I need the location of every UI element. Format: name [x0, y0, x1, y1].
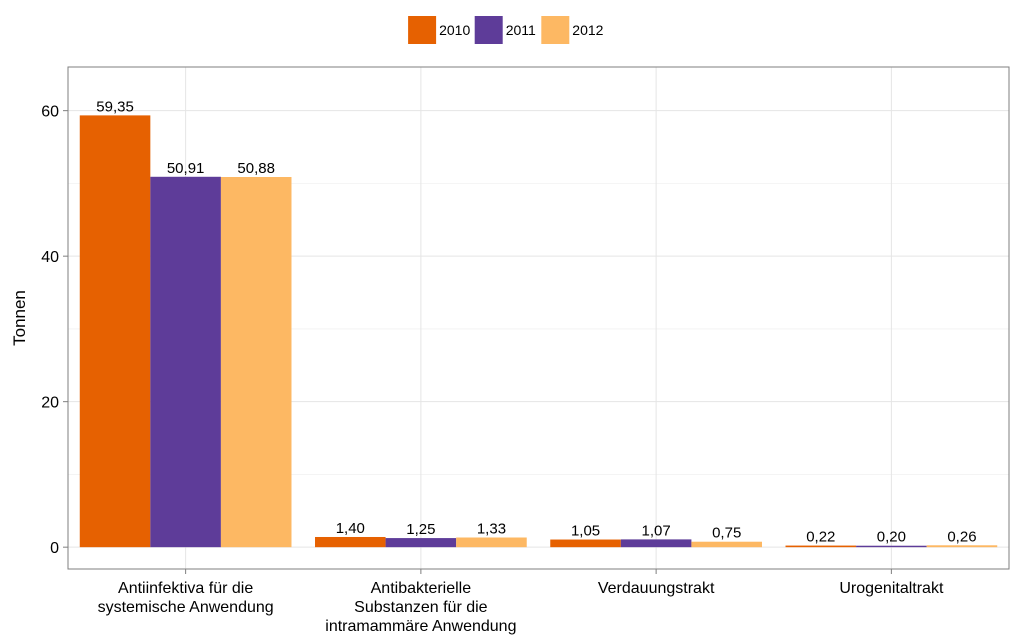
- plot-border: [67, 66, 1010, 570]
- bar: [150, 176, 221, 548]
- x-tick-label: Antibakterielle Substanzen für die intrama…: [325, 580, 516, 635]
- bar: [691, 541, 762, 548]
- bar: [550, 539, 621, 548]
- bar-value-label: 0,75: [712, 525, 741, 542]
- x-tick-label-line: Substanzen für die: [354, 599, 488, 616]
- x-tick-label: Verdauungstrakt: [598, 580, 715, 597]
- bar: [456, 537, 527, 548]
- bar: [220, 177, 292, 548]
- legend-swatch: [541, 16, 570, 44]
- y-tick-label: 60: [41, 104, 59, 121]
- legend-label: 2010: [439, 22, 470, 38]
- x-axis: Antiinfektiva für die systemische Anwendu…: [98, 569, 944, 635]
- legend-swatch: [474, 16, 503, 44]
- bar-value-label: 1,33: [477, 520, 506, 537]
- legend-label: 2011: [506, 22, 536, 38]
- bar-value-label: 1,40: [336, 520, 365, 537]
- y-tick-label: 20: [41, 395, 59, 412]
- bar-labels: 59,35 50,91 50,88 1,40 1,25 1,33 1,05 1,07 0,75 0…: [96, 98, 976, 545]
- x-tick-label-line: Verdauungstrakt: [598, 580, 715, 597]
- bar: [620, 539, 692, 548]
- bar: [315, 536, 386, 548]
- bar-value-label: 1,05: [571, 523, 600, 540]
- bar-value-label: 0,26: [947, 528, 976, 545]
- x-tick-label-line: Antibakterielle: [371, 580, 472, 597]
- x-tick-label-line: Urogenitaltrakt: [839, 580, 944, 597]
- bar-value-label: 1,25: [406, 521, 435, 538]
- legend-label: 2012: [572, 22, 603, 38]
- x-tick-label-line: intramammäre Anwendung: [325, 618, 516, 635]
- x-tick-label-line: systemische Anwendung: [98, 599, 274, 616]
- y-tick-label: 0: [50, 540, 59, 557]
- bar: [926, 545, 998, 548]
- bar-value-label: 50,88: [237, 160, 275, 177]
- y-axis-title: Tonnen: [10, 290, 29, 346]
- bar: [856, 545, 927, 548]
- bar-value-label: 0,20: [877, 529, 906, 546]
- y-axis: 0 20 40 60: [41, 104, 68, 557]
- bar-value-label: 1,07: [642, 522, 671, 539]
- x-tick-label-line: Antiinfektiva für die: [118, 580, 253, 597]
- bars: [79, 115, 998, 548]
- x-tick-label: Urogenitaltrakt: [839, 580, 944, 597]
- legend-swatch: [408, 16, 437, 44]
- bar: [385, 538, 457, 548]
- bar: [79, 115, 151, 548]
- bar-value-label: 59,35: [96, 98, 134, 115]
- legend: 2010 2011 2012: [408, 16, 604, 44]
- x-tick-label: Antiinfektiva für die systemische Anwendu…: [98, 580, 274, 616]
- bar: [785, 545, 857, 548]
- bar-value-label: 0,22: [806, 529, 835, 546]
- bar-value-label: 50,91: [167, 160, 205, 177]
- y-tick-label: 40: [41, 249, 59, 266]
